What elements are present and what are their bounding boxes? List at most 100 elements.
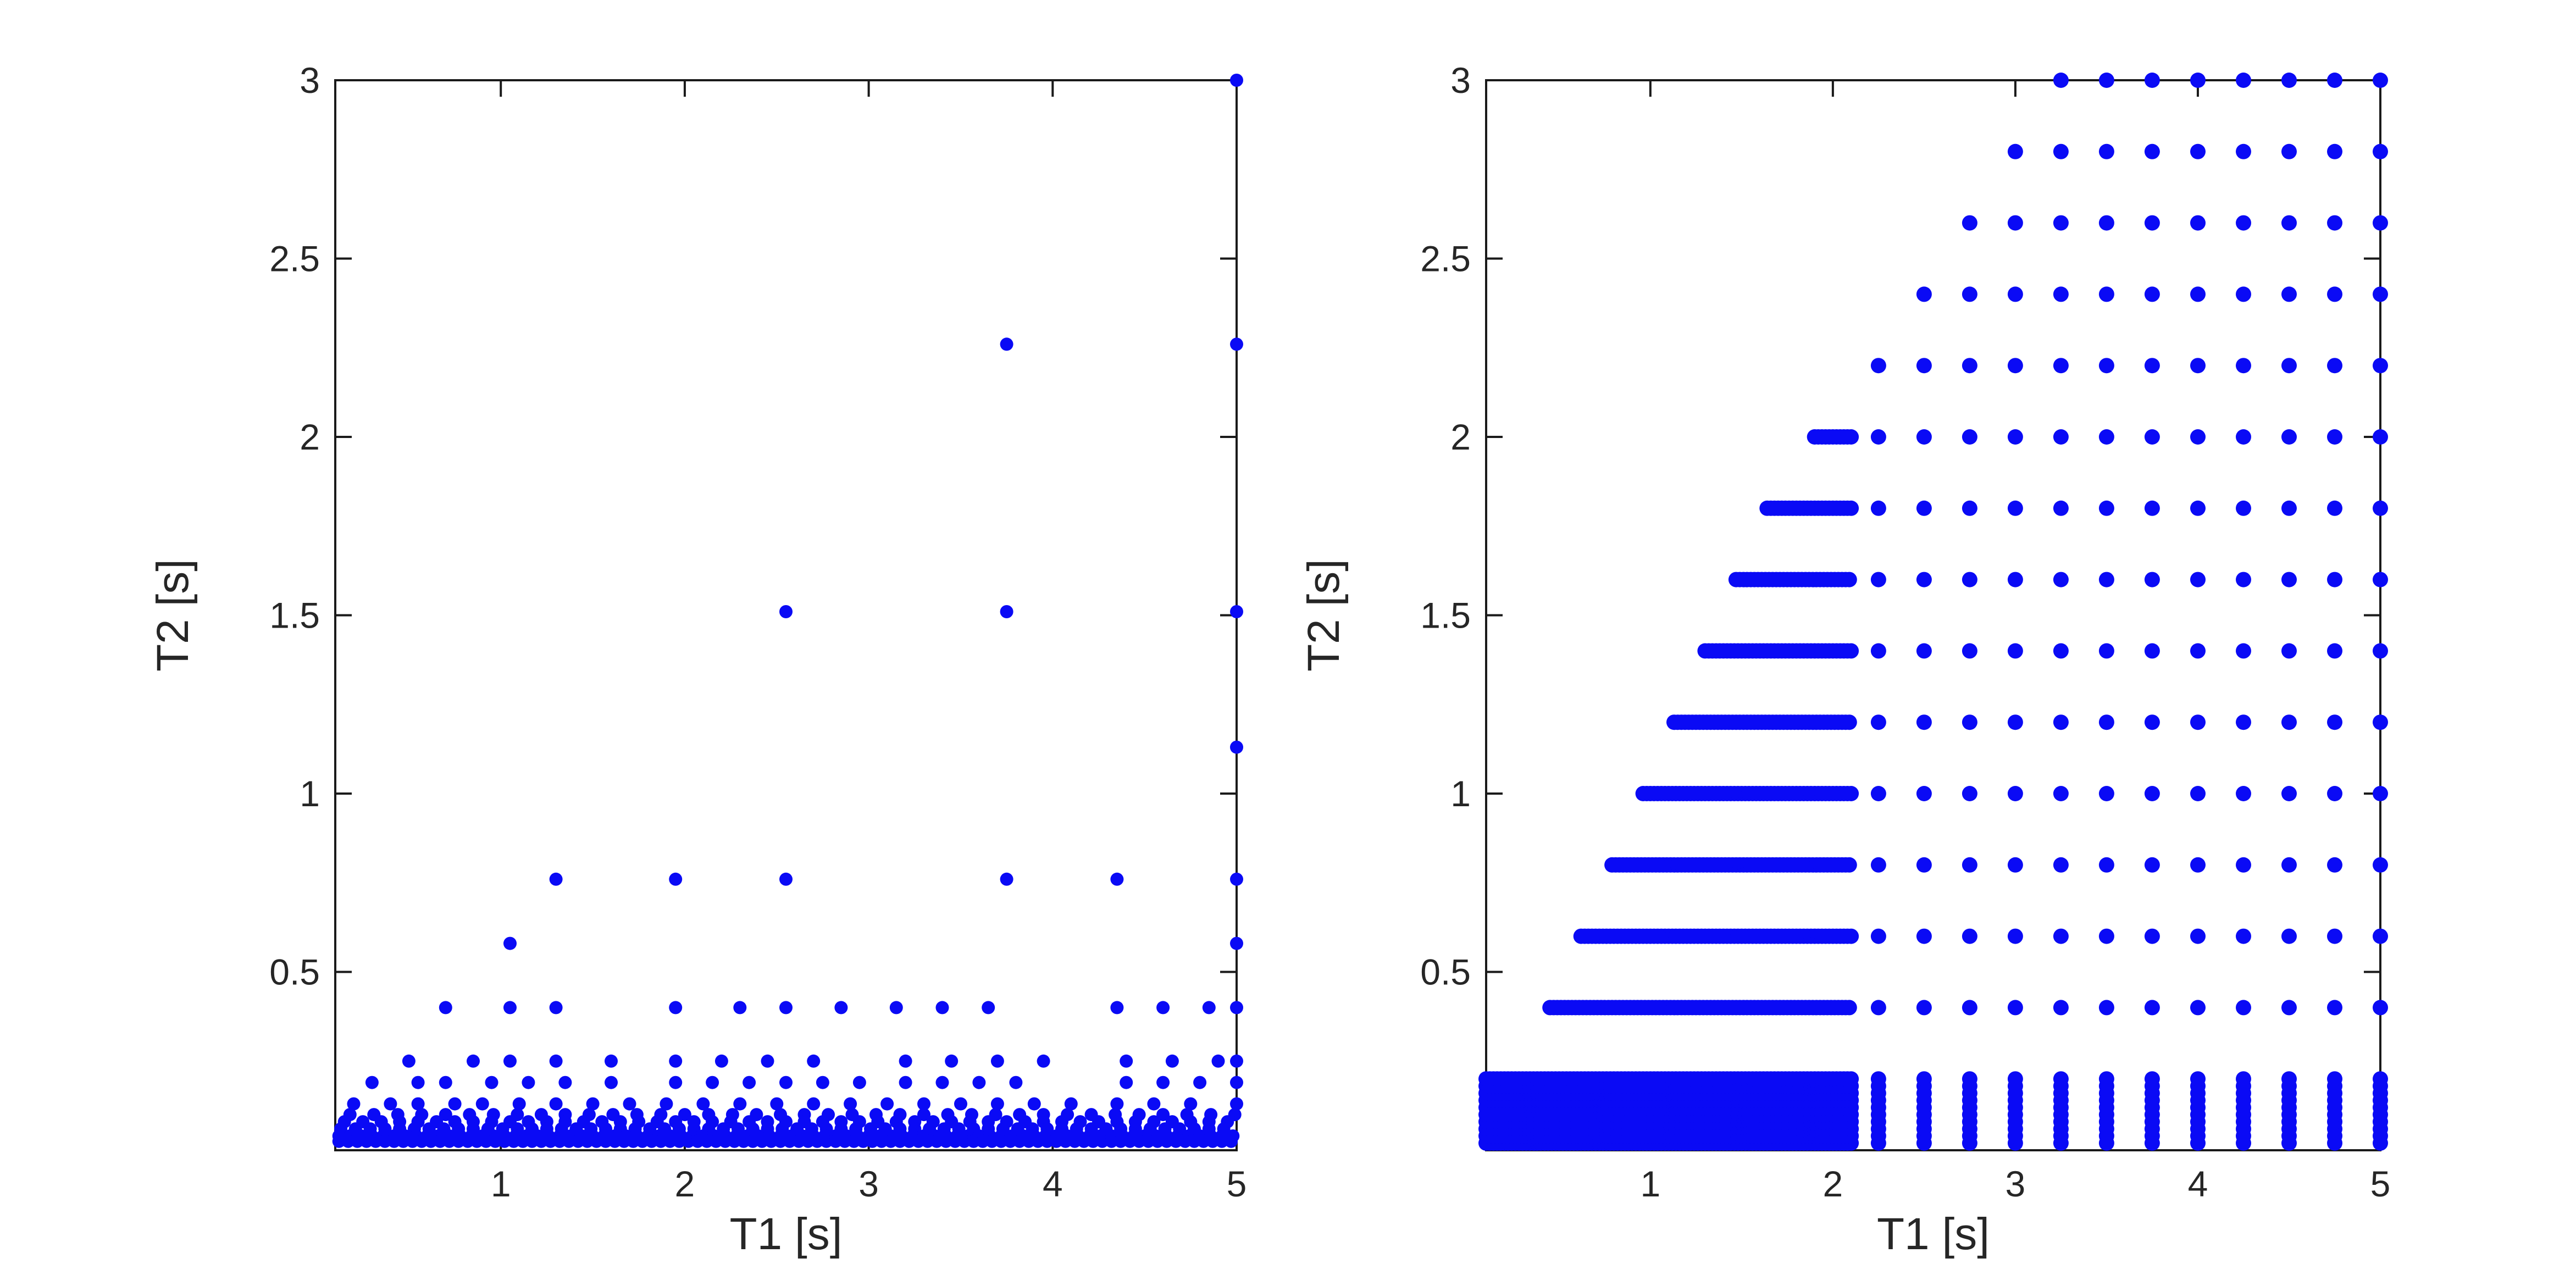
data-point [1211, 1054, 1225, 1068]
data-point [2053, 714, 2069, 730]
data-point [921, 1134, 934, 1148]
data-point [439, 1076, 452, 1089]
data-point [2053, 500, 2069, 516]
data-point [678, 1108, 691, 1122]
data-point [608, 1134, 622, 1148]
data-point [2053, 1071, 2069, 1087]
data-point [2144, 358, 2160, 374]
data-point [2190, 215, 2206, 231]
data-point [1916, 358, 1932, 374]
data-point [2373, 215, 2388, 231]
data-point [2144, 1071, 2160, 1087]
data-point [365, 1076, 379, 1089]
data-point [2007, 500, 2023, 516]
data-point [1160, 1134, 1173, 1148]
data-point [819, 1134, 833, 1148]
data-point [2281, 358, 2297, 374]
data-point [1870, 714, 1886, 730]
data-point [1068, 1134, 1082, 1148]
data-point [2144, 286, 2160, 302]
data-point [847, 1134, 861, 1148]
data-point [503, 1054, 517, 1068]
data-point [2373, 714, 2388, 730]
data-point [985, 1134, 999, 1148]
data-point [2327, 215, 2342, 231]
data-point [1962, 215, 1977, 231]
data-point [522, 1076, 535, 1089]
data-point [2098, 714, 2114, 730]
data-point [1031, 1134, 1045, 1148]
data-point [1916, 928, 1932, 944]
data-point [351, 1134, 364, 1148]
data-point [2007, 643, 2023, 659]
data-point [2236, 73, 2251, 88]
plot-dense-grid-t1-t2-scatter: 1 2 3 4 5 0.5 1 1.5 2 2.5 3 T1 [s] T2 [s] [1299, 60, 2390, 1259]
data-point [605, 1054, 618, 1068]
data-point [2327, 786, 2342, 801]
data-point [696, 1097, 710, 1111]
data-point [2236, 786, 2251, 801]
y-axis-label: T2 [s] [148, 559, 198, 672]
data-point [2190, 643, 2206, 659]
data-point [1841, 714, 1857, 730]
data-point [475, 1097, 489, 1111]
data-point [1004, 1134, 1017, 1148]
data-point [1843, 928, 1859, 944]
data-point [1870, 429, 1886, 445]
data-point [2281, 572, 2297, 587]
data-point [507, 1134, 520, 1148]
data-point [359, 1134, 373, 1148]
data-point [2007, 786, 2023, 801]
data-point [1114, 1134, 1128, 1148]
data-point [765, 1134, 778, 1148]
data-point [586, 1097, 600, 1111]
data-point [2098, 73, 2114, 88]
data-point [2053, 429, 2069, 445]
data-point [2098, 143, 2114, 159]
data-point [2373, 786, 2388, 801]
data-point [807, 1097, 821, 1111]
data-point [562, 1134, 576, 1148]
data-point [461, 1134, 474, 1148]
data-point [1064, 1097, 1078, 1111]
data-point [2007, 714, 2023, 730]
data-point [672, 1134, 686, 1148]
data-point [1193, 1076, 1207, 1089]
data-point [2327, 572, 2342, 587]
data-point [549, 1097, 563, 1111]
data-point [2007, 572, 2023, 587]
data-point [2098, 1000, 2114, 1016]
data-point [1040, 1134, 1054, 1148]
data-point [917, 1108, 930, 1122]
data-point [2190, 1071, 2206, 1087]
y-tick-label: 3 [300, 60, 320, 101]
data-point [902, 1134, 916, 1148]
data-point [899, 1054, 912, 1068]
data-point [1086, 1134, 1100, 1148]
data-point [623, 1097, 636, 1111]
data-point [2053, 643, 2069, 659]
data-point [935, 1076, 949, 1089]
data-point [442, 1134, 456, 1148]
data-point [558, 1076, 572, 1089]
data-point [2144, 786, 2160, 801]
y-tick-label: 1 [1450, 773, 1471, 814]
data-point [935, 1001, 949, 1015]
data-point [1110, 872, 1124, 886]
data-point [669, 872, 683, 886]
data-point [1230, 1054, 1243, 1068]
data-point [976, 1134, 990, 1148]
data-point [2373, 143, 2388, 159]
y-tick-label: 1.5 [269, 595, 320, 636]
data-point [2373, 358, 2388, 374]
data-point [889, 1001, 903, 1015]
data-point [761, 1054, 774, 1068]
data-point [2007, 1071, 2023, 1087]
data-point [1009, 1076, 1023, 1089]
data-point [2053, 1000, 2069, 1016]
data-point [779, 872, 793, 886]
data-point [2190, 358, 2206, 374]
data-point [779, 1076, 793, 1089]
data-point [990, 1097, 1004, 1111]
data-point [654, 1134, 668, 1148]
